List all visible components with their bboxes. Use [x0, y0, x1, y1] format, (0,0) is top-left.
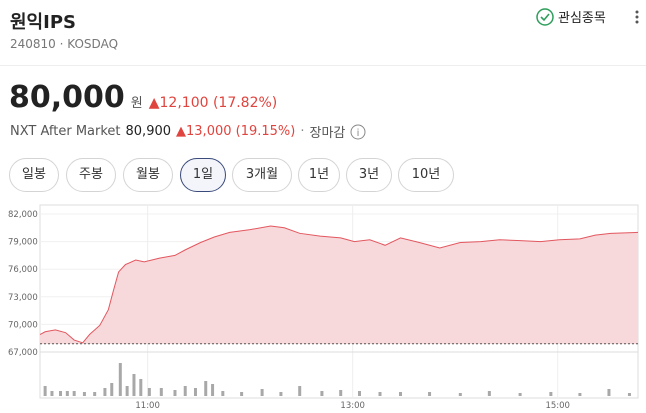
volume-bar [118, 363, 122, 396]
chart: 67,000 70,000 73,000 76,000 79,000 82,000 11:0… [8, 204, 639, 411]
nxt-price: 80,900 [125, 124, 172, 139]
price-change: ▲12,100 (17.82%) [148, 95, 278, 111]
volume-bar [50, 391, 54, 396]
y-tick-label: 70,000 [8, 320, 38, 330]
volume-bar [487, 391, 491, 396]
volume-bar [59, 391, 63, 396]
period-tab[interactable]: 주봉 [66, 158, 116, 192]
check-icon [536, 7, 554, 26]
price-line [39, 225, 639, 344]
status: 장마감 [309, 126, 346, 141]
volume-bar [204, 381, 208, 396]
volume-bar [159, 388, 163, 396]
price-unit: 원 [130, 96, 143, 111]
stock-name: 원익IPS [10, 12, 76, 33]
price-row: 80,000 원 ▲12,100 (17.82%) [9, 80, 277, 115]
period-tab[interactable]: 10년 [398, 158, 454, 192]
volume-bar [260, 389, 264, 396]
volume-bar [103, 388, 107, 396]
volume-bar [132, 374, 136, 396]
volume-bar [193, 388, 197, 396]
info-icon[interactable]: i [350, 124, 366, 140]
stock-code-line: 240810 · KOSDAQ [10, 37, 119, 51]
volume-bar [339, 390, 343, 396]
volume-bar [139, 379, 143, 396]
volume-bar [65, 391, 69, 396]
volume-bar [458, 393, 462, 396]
period-tab[interactable]: 일봉 [9, 158, 59, 192]
volume-bar [358, 391, 362, 396]
volume-bar [110, 383, 114, 396]
nxt-row: NXT After Market 80,900 ▲13,000 (19.15%)… [10, 122, 366, 141]
separator-dot: · [300, 124, 305, 139]
price: 80,000 [9, 80, 125, 115]
volume-bar [298, 386, 302, 396]
volume-bar [211, 384, 215, 396]
svg-text:i: i [357, 128, 360, 139]
more-button[interactable] [634, 9, 640, 25]
stock-code: 240810 [10, 37, 56, 51]
x-tick-label: 13:00 [340, 401, 365, 411]
period-tab[interactable]: 1년 [298, 158, 340, 192]
volume-bar [82, 392, 86, 396]
period-tab[interactable]: 월봉 [123, 158, 173, 192]
watchlist-button[interactable]: 관심종목 [536, 7, 606, 26]
divider [0, 65, 646, 66]
volume-bar [125, 386, 129, 396]
watchlist-label: 관심종목 [558, 11, 606, 26]
volume-bar [173, 390, 177, 396]
market: KOSDAQ [67, 37, 119, 51]
volume-bar [549, 392, 553, 396]
volume-bar [378, 392, 382, 396]
volume-bar [279, 392, 283, 396]
volume-bar [518, 393, 522, 396]
period-tab[interactable]: 3개월 [232, 158, 292, 192]
y-tick-label: 73,000 [8, 293, 38, 303]
period-tab[interactable]: 1일 [180, 158, 226, 192]
volume-bar [320, 391, 324, 396]
volume-bar [93, 392, 97, 396]
volume-bar [221, 391, 225, 396]
volume-bar [240, 392, 244, 396]
price-area [40, 225, 638, 344]
volume-bar [627, 393, 631, 396]
volume-bar [399, 392, 403, 396]
x-tick-label: 11:00 [135, 401, 160, 411]
volume-bar [607, 389, 611, 396]
y-tick-label: 79,000 [8, 238, 38, 248]
nxt-change: ▲13,000 (19.15%) [176, 124, 296, 139]
volume-bar [578, 393, 582, 396]
y-tick-label: 67,000 [8, 348, 38, 358]
period-tab[interactable]: 3년 [346, 158, 392, 192]
x-tick-label: 15:00 [545, 401, 570, 411]
nxt-label: NXT After Market [10, 124, 121, 139]
volume-bar [428, 392, 432, 396]
y-tick-label: 82,000 [8, 210, 38, 220]
y-tick-label: 76,000 [8, 265, 38, 275]
volume-bar [183, 386, 187, 396]
volume-bar [72, 391, 76, 396]
volume-bar [147, 388, 151, 396]
volume-bar [43, 386, 47, 396]
